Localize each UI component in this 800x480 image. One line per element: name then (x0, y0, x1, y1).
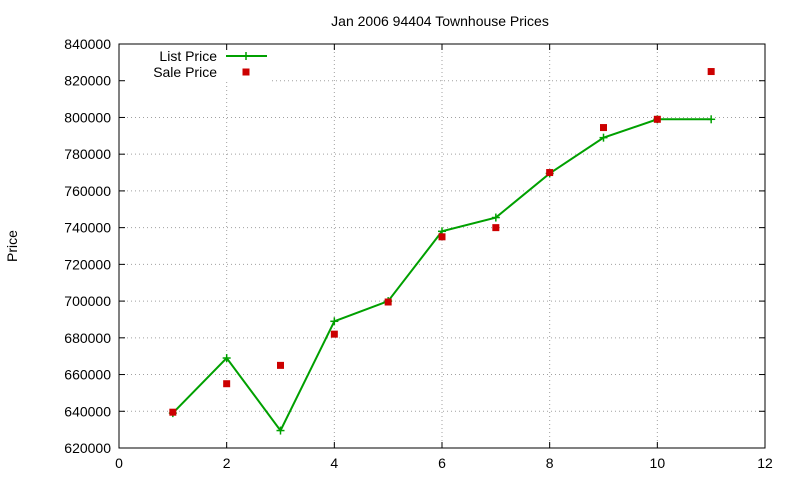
x-tick-label: 6 (438, 455, 446, 471)
data-point-square (277, 361, 284, 369)
data-point-square (707, 68, 715, 76)
series-0 (168, 115, 716, 435)
y-tick-label: 680000 (64, 330, 111, 346)
y-tick-label: 640000 (64, 403, 111, 419)
x-tick-label: 12 (757, 455, 773, 471)
x-tick-label: 2 (223, 455, 231, 471)
series-line (172, 118, 712, 433)
y-tick-label: 620000 (64, 440, 111, 456)
y-axis-label: Price (4, 230, 20, 262)
x-tick-label: 0 (115, 455, 123, 471)
data-point-plus (330, 317, 339, 326)
axis-ticks: 0 2 4 6 8 10 12 620000 640000 660000 680000 700000 7… (64, 36, 773, 471)
y-tick-label: 800000 (64, 109, 111, 125)
series-1 (169, 68, 715, 416)
data-point-plus (491, 213, 500, 222)
series (168, 68, 716, 435)
data-point-plus (599, 133, 608, 142)
x-tick-label: 10 (650, 455, 666, 471)
x-tick-label: 8 (546, 455, 554, 471)
y-tick-label: 740000 (64, 220, 111, 236)
chart-title: Jan 2006 94404 Townhouse Prices (331, 13, 549, 29)
legend-label: Sale Price (153, 64, 217, 80)
y-tick-label: 760000 (64, 183, 111, 199)
data-point-plus (707, 115, 716, 124)
x-tick-label: 4 (330, 455, 338, 471)
data-point-plus (222, 354, 231, 363)
data-point-square (330, 330, 338, 338)
y-tick-label: 700000 (64, 293, 111, 309)
data-point-plus (242, 52, 250, 60)
data-point-square (242, 68, 250, 76)
y-tick-label: 780000 (64, 146, 111, 162)
data-point-square (546, 169, 554, 177)
data-point-square (653, 115, 661, 123)
y-tick-label: 660000 (64, 367, 111, 383)
data-point-square (438, 233, 446, 241)
data-point-square (223, 380, 231, 388)
y-tick-label: 820000 (64, 73, 111, 89)
data-point-square (600, 124, 607, 132)
y-tick-label: 840000 (64, 36, 111, 52)
data-point-plus (276, 426, 285, 435)
plot-frame (118, 43, 766, 449)
y-tick-label: 720000 (64, 256, 111, 272)
grid (119, 44, 765, 448)
legend-label: List Price (159, 48, 217, 64)
data-point-square (169, 408, 177, 416)
data-point-square (492, 224, 500, 232)
data-point-square (384, 298, 392, 306)
